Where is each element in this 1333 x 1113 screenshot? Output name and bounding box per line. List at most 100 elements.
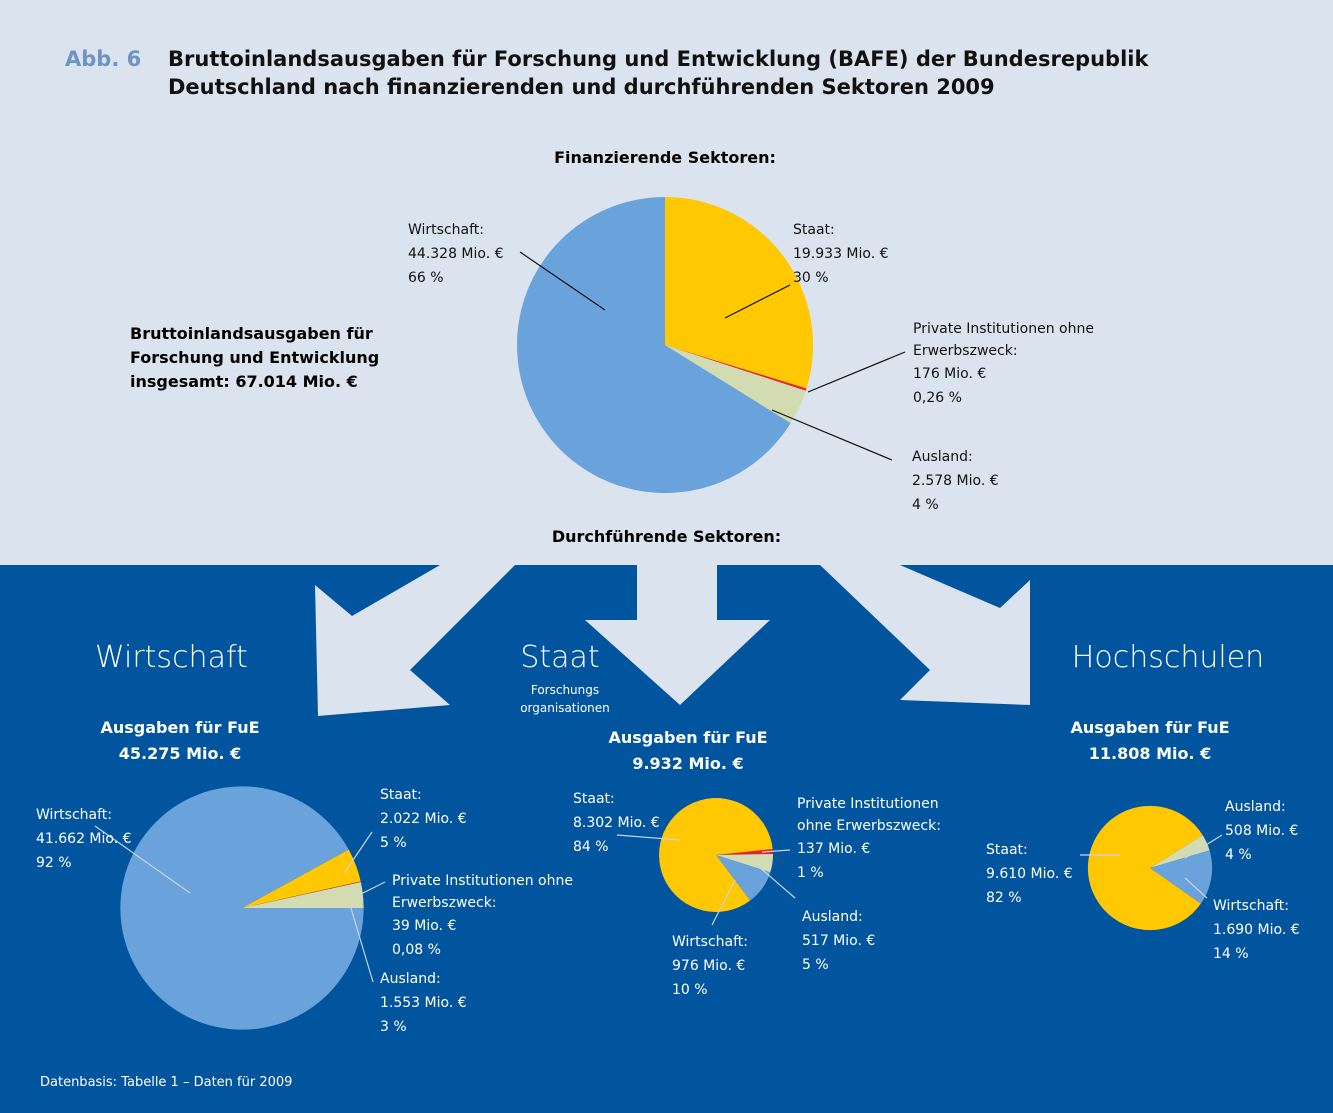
share-label: 0,08 % (392, 942, 441, 958)
share-label: 4 % (1225, 847, 1252, 863)
category-label: Private Institutionen ohne Erwerbszweck: (913, 321, 1094, 359)
category-label: Staat: (573, 791, 615, 807)
value-label: 2.022 Mio. € (380, 811, 467, 827)
value-label: 517 Mio. € (802, 933, 876, 949)
arrow-middle (585, 565, 770, 705)
pie-slice (716, 849, 773, 855)
sector-note: organisationen (520, 701, 610, 715)
pies (94, 197, 1223, 1030)
pie-slice (716, 855, 771, 901)
sector-heading: Staat (520, 640, 600, 675)
pie-subtitle: Ausgaben für FuE (1070, 718, 1230, 737)
leader-line (616, 834, 681, 841)
category-label: Private Institutionen ohne Erwerbszweck: (797, 796, 941, 834)
share-label: 30 % (793, 270, 829, 286)
slice-label: Wirtschaft: 44.328 Mio. € 66 % (408, 218, 504, 290)
pie-slice (716, 853, 773, 873)
leader-line (349, 904, 374, 983)
share-label: 92 % (36, 855, 72, 871)
total-text: Bruttoinlandsausgaben für Forschung und … (130, 322, 379, 394)
value-label: 19.933 Mio. € (793, 246, 889, 262)
pie-total: 45.275 Mio. € (118, 744, 242, 763)
share-label: 14 % (1213, 946, 1249, 962)
pie-slice (120, 786, 364, 1030)
value-label: 2.578 Mio. € (912, 473, 999, 489)
share-label: 3 % (380, 1019, 407, 1035)
arrow-left (315, 565, 515, 716)
leader-line (344, 831, 373, 873)
leader-line (519, 251, 606, 311)
slice-label: Wirtschaft: 976 Mio. € 10 % (672, 930, 748, 1002)
slice-label: Private Institutionen ohne Erwerbszweck:… (392, 870, 577, 962)
pie-slice (242, 881, 364, 908)
share-label: 84 % (573, 839, 609, 855)
arrow-right (820, 565, 1030, 705)
value-label: 44.328 Mio. € (408, 246, 504, 262)
category-label: Ausland: (380, 971, 441, 987)
slice-label: Ausland: 1.553 Mio. € 3 % (380, 967, 467, 1039)
pie-slice (242, 849, 361, 908)
slice-label: Wirtschaft: 41.662 Mio. € 92 % (36, 803, 132, 875)
category-label: Ausland: (1225, 799, 1286, 815)
value-label: 1.690 Mio. € (1213, 922, 1300, 938)
slice-label: Staat: 2.022 Mio. € 5 % (380, 783, 467, 855)
slice-label: Ausland: 2.578 Mio. € 4 % (912, 445, 999, 517)
pie-subtitle: Ausgaben für FuE (608, 728, 768, 747)
category-label: Ausland: (802, 909, 863, 925)
sector-note: Forschungs (530, 683, 600, 697)
pie-slice (242, 881, 361, 908)
value-label: 39 Mio. € (392, 918, 457, 934)
pie-slice (1150, 850, 1213, 904)
share-label: 66 % (408, 270, 444, 286)
category-label: Staat: (986, 842, 1028, 858)
slice-label: Ausland: 517 Mio. € 5 % (802, 905, 875, 977)
value-label: 8.302 Mio. € (573, 815, 660, 831)
leader-line (1184, 834, 1223, 859)
pie-slice (1150, 835, 1210, 868)
leader-line (354, 881, 386, 898)
slice-label: Private Institutionen ohne Erwerbszweck:… (913, 318, 1113, 410)
total-line: insgesamt: 67.014 Mio. € (130, 372, 358, 391)
share-label: 82 % (986, 890, 1022, 906)
pie-slice (665, 345, 807, 391)
share-label: 0,26 % (913, 390, 962, 406)
category-label: Wirtschaft: (672, 934, 749, 950)
leader-line (711, 879, 736, 926)
lower-heading: Durchführende Sektoren: (551, 527, 782, 546)
pie-slice (659, 798, 773, 912)
share-label: 10 % (672, 982, 708, 998)
share-label: 4 % (912, 497, 939, 513)
leader-line (724, 284, 791, 319)
share-label: 5 % (380, 835, 407, 851)
slice-label: Staat: 9.610 Mio. € 82 % (986, 838, 1073, 910)
figure-label: Abb. 6 (65, 47, 142, 71)
source: Datenbasis: Tabelle 1 – Daten für 2009 (40, 1075, 293, 1090)
category-label: Wirtschaft: (1213, 898, 1290, 914)
sector-heading: Wirtschaft (95, 640, 248, 675)
share-label: 1 % (797, 865, 824, 881)
pie-slice (517, 197, 791, 494)
value-label: 976 Mio. € (672, 958, 746, 974)
leader-line (1184, 877, 1208, 899)
pie-total: 11.808 Mio. € (1088, 744, 1212, 763)
slice-label: Wirtschaft: 1.690 Mio. € 14 % (1213, 894, 1300, 966)
leader-line (94, 825, 191, 894)
pie-subtitle: Ausgaben für FuE (100, 718, 260, 737)
leader-line (771, 409, 893, 461)
category-label: Staat: (793, 222, 835, 238)
value-label: 1.553 Mio. € (380, 995, 467, 1011)
pie-slice (665, 345, 806, 424)
category-label: Staat: (380, 787, 422, 803)
pie-slice (665, 197, 814, 389)
slice-label: Private Institutionen ohne Erwerbszweck:… (797, 793, 967, 885)
value-label: 137 Mio. € (797, 841, 871, 857)
pie-title: Finanzierende Sektoren: (554, 148, 776, 167)
value-label: 176 Mio. € (913, 366, 987, 382)
slice-label: Staat: 8.302 Mio. € 84 % (573, 787, 660, 859)
title: Bruttoinlandsausgaben für Forschung und … (168, 47, 1149, 99)
category-label: Ausland: (912, 449, 973, 465)
value-label: 508 Mio. € (1225, 823, 1299, 839)
slice-label: Staat: 19.933 Mio. € 30 % (793, 218, 889, 290)
